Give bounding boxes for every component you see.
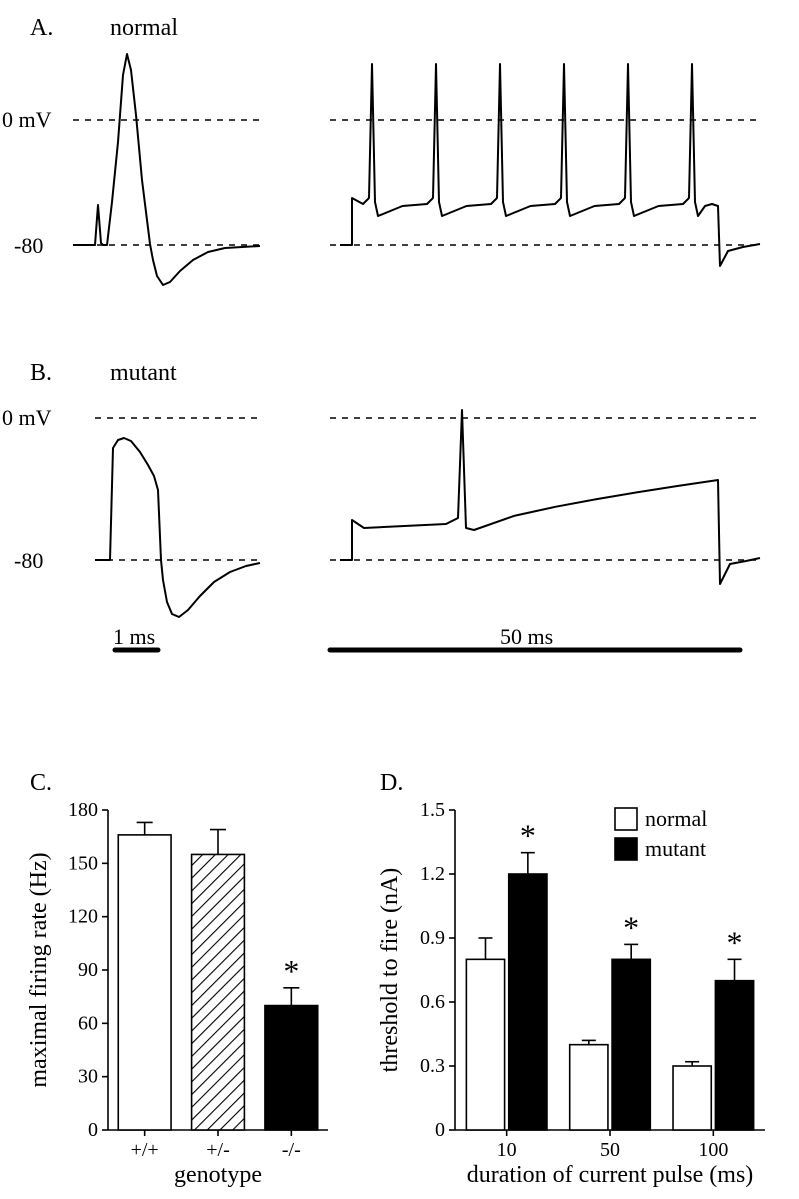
svg-text:0: 0 [88,1119,98,1141]
d-legend-swatch [615,808,637,830]
c-xtick: -/- [282,1139,301,1161]
d-legend-label: normal [645,806,707,831]
d-bar-normal [570,1045,608,1130]
d-sig: * [623,909,639,945]
c-bar [192,854,245,1130]
c-bar [265,1006,318,1130]
svg-text:30: 30 [78,1066,98,1088]
panel-c-label: C. [30,770,52,796]
d-bar-normal [673,1066,711,1130]
b-zero-label: 0 mV [2,405,52,430]
panel-d-label: D. [380,770,403,796]
c-xlabel: genotype [174,1162,262,1188]
b-left-trace [95,438,260,617]
d-xtick: 100 [698,1139,728,1161]
c-ylabel: maximal firing rate (Hz) [26,852,52,1087]
figure-root: A. normal 0 mV -80 B. mutant 0 mV -80 1 ms 50 ms C… [0,0,799,1199]
b-rest-label: -80 [14,548,43,573]
d-bar-normal [466,959,504,1130]
svg-text:1.2: 1.2 [420,863,445,885]
d-sig: * [520,818,536,854]
d-sig: * [727,924,743,960]
d-legend-label: mutant [645,836,706,861]
d-legend-swatch [615,838,637,860]
panel-b-label: B. [30,360,52,386]
svg-text:1.5: 1.5 [420,799,445,821]
d-bar-mutant [715,981,753,1130]
svg-text:60: 60 [78,1012,98,1034]
d-xlabel: duration of current pulse (ms) [467,1162,754,1188]
svg-text:0.3: 0.3 [420,1055,445,1077]
d-xtick: 50 [600,1139,620,1161]
a-right-trace [340,64,760,266]
panel-b-title: mutant [110,360,177,386]
panel-a-title: normal [110,15,178,41]
panel-a-label: A. [30,15,53,41]
c-xtick: +/- [206,1139,230,1161]
svg-text:0.6: 0.6 [420,991,445,1013]
scalebar-right-label: 50 ms [500,624,553,649]
svg-text:150: 150 [68,852,98,874]
d-ylabel: threshold to fire (nA) [377,868,403,1073]
c-xtick: +/+ [131,1139,159,1161]
c-bar [118,835,171,1130]
svg-text:0.9: 0.9 [420,927,445,949]
d-bar-mutant [612,959,650,1130]
a-left-trace [73,54,260,285]
svg-text:90: 90 [78,959,98,981]
svg-text:180: 180 [68,799,98,821]
d-xtick: 10 [497,1139,517,1161]
figure-svg: A. normal 0 mV -80 B. mutant 0 mV -80 1 ms 50 ms C… [0,0,799,1199]
svg-text:0: 0 [435,1119,445,1141]
svg-text:120: 120 [68,906,98,928]
b-right-trace [340,410,760,584]
a-zero-label: 0 mV [2,107,52,132]
scalebar-left-label: 1 ms [113,624,155,649]
c-sig: * [283,953,299,989]
d-bar-mutant [509,874,547,1130]
a-rest-label: -80 [14,233,43,258]
